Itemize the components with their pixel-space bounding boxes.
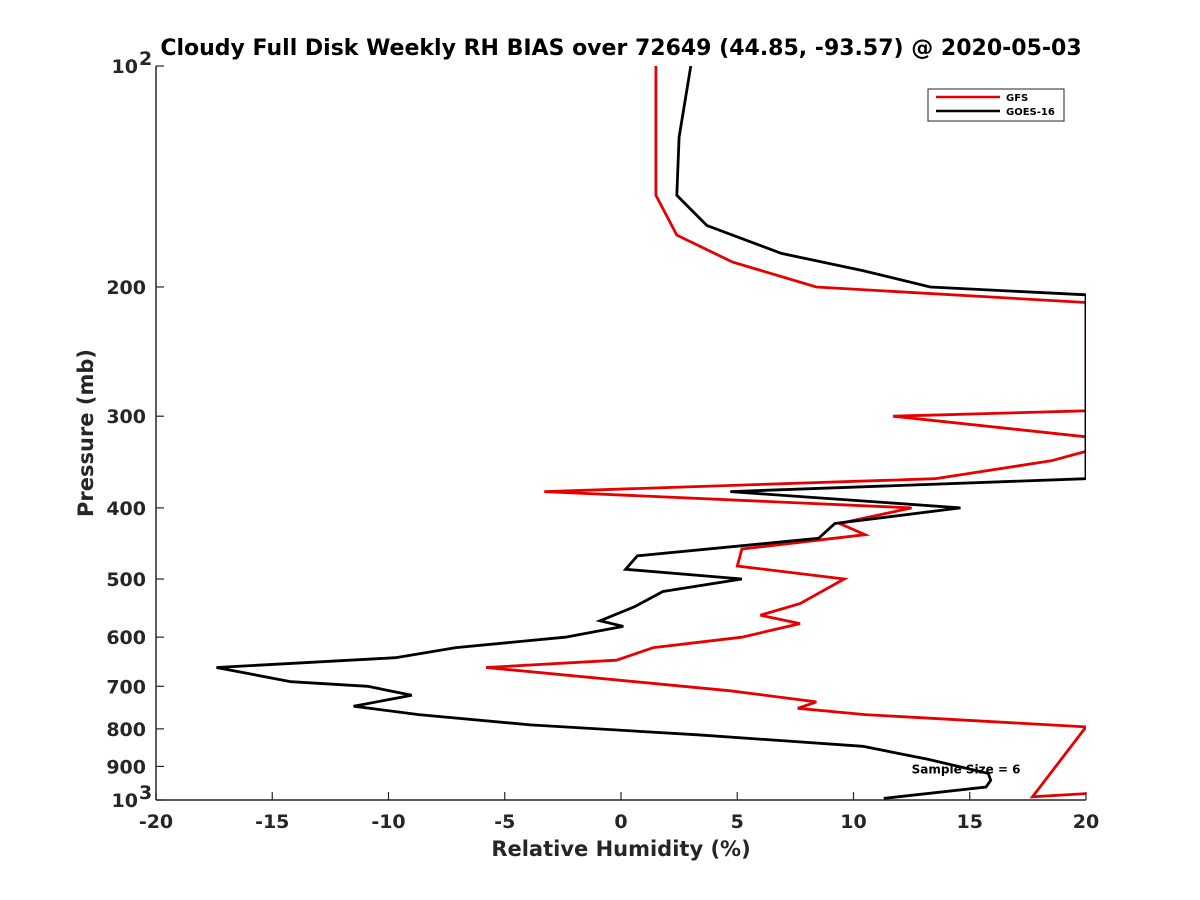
x-tick-label: 0 <box>614 811 627 833</box>
chart-title: Cloudy Full Disk Weekly RH BIAS over 726… <box>160 36 1081 61</box>
x-tick-label: 15 <box>957 811 983 833</box>
legend-label-gfs: GFS <box>1006 93 1028 104</box>
y-tick-label: 10 <box>112 56 138 78</box>
y-tick-label: 200 <box>106 277 146 299</box>
y-tick-label: 400 <box>106 498 146 520</box>
x-tick-label: 20 <box>1073 811 1099 833</box>
x-tick-label: -15 <box>255 811 289 833</box>
series-line-goes16 <box>216 65 1086 800</box>
y-tick-exponent: 2 <box>139 48 152 70</box>
sample-size-annotation: Sample Size = 6 <box>912 762 1021 776</box>
x-tick-label: -10 <box>371 811 405 833</box>
x-tick-label: 10 <box>840 811 866 833</box>
x-tick-label: -5 <box>494 811 515 833</box>
y-tick-label: 800 <box>106 719 146 741</box>
x-tick-label: 5 <box>731 811 744 833</box>
y-tick-label: 900 <box>106 756 146 778</box>
y-tick-label: 700 <box>106 676 146 698</box>
x-axis-label: Relative Humidity (%) <box>491 837 750 861</box>
legend: GFS GOES-16 <box>927 88 1065 122</box>
legend-box <box>927 88 1065 122</box>
series-layer <box>216 65 1086 800</box>
y-tick-label: 500 <box>106 569 146 591</box>
annotations: Sample Size = 6 <box>912 762 1021 776</box>
y-tick-exponent: 3 <box>139 782 152 804</box>
y-axis-label: Pressure (mb) <box>74 349 98 517</box>
plot-area: -20 -15 -10 -5 0 5 10 15 20 10 220030040050060070… <box>106 48 1099 833</box>
legend-label-goes16: GOES-16 <box>1006 107 1055 118</box>
y-tick-label: 10 <box>112 790 138 812</box>
x-tick-label: -20 <box>139 811 173 833</box>
series-line-gfs <box>485 66 1086 799</box>
y-tick-label: 600 <box>106 627 146 649</box>
y-tick-label: 300 <box>106 406 146 428</box>
x-ticks: -20 -15 -10 -5 0 5 10 15 20 <box>139 792 1099 833</box>
